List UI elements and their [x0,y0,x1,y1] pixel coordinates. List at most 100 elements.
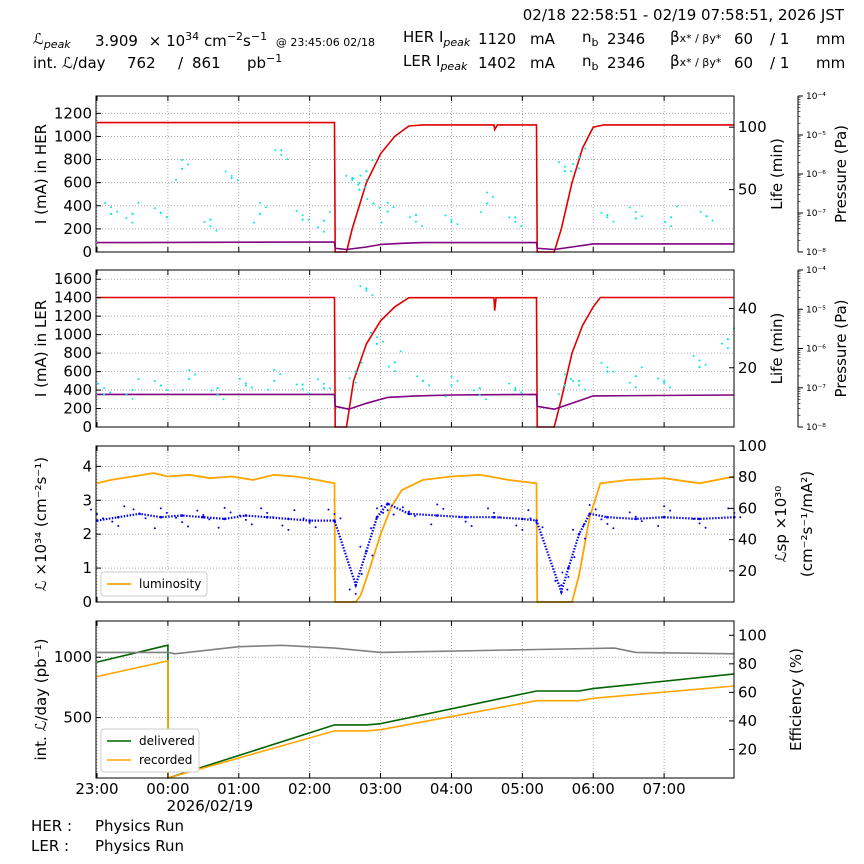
her-pressure-tick-label: 10⁻⁶ [806,170,826,180]
her-current-line [97,121,735,253]
ler-pressure-tick-label: 10⁻⁴ [806,266,826,276]
her-pressure-point [612,220,615,223]
lumi-specific-point [132,508,135,511]
ler-pressure-point [222,398,225,401]
lumi-y2label2: (cm⁻²s⁻¹/mA²) [798,471,816,577]
ler-y3label: Pressure (Pa) [832,299,850,397]
ler-pressure-point [606,366,609,369]
ler-pressure-point [704,363,707,366]
intl-xtick-label: 07:00 [643,780,686,798]
her-pressure-point [634,210,637,213]
lpeak-symbol: ℒ [33,30,44,48]
her-pressure-point [159,211,162,214]
ler-pressure-point [484,398,487,401]
lumi-specific-point [260,507,263,510]
intl-xdate-label: 2026/02/19 [167,797,253,815]
ler-pressure-point [569,377,572,380]
her-pressure-point [485,202,488,205]
ler-ytick-label: 600 [63,363,92,381]
lumi-specific-point [612,527,615,530]
her-pressure-point [295,209,298,212]
lumi-specific-point [657,525,660,528]
ler-pressure-point [295,383,298,386]
ler-pressure-point [244,382,247,385]
her-pressure-point [606,216,609,219]
her-pressure-point [116,210,119,213]
ler-pressure-point [316,378,319,381]
her-peak-unit: mA [530,30,555,48]
ler-pressure-point [720,342,723,345]
her-pressure-point [352,177,355,180]
her-ytick-label: 800 [63,151,92,169]
her-pressure-point [359,174,362,177]
her-beta-text2: y* [709,32,722,45]
lumi-ytick-label: 0 [82,593,92,611]
her-pressure-point [258,212,262,215]
her-pressure-point [253,221,256,224]
lumi-specific-point [348,588,351,591]
her-pressure-point [322,219,325,222]
her-pressure-point [520,225,523,228]
ler-pressure-point [663,382,666,385]
ler-pressure-point [606,370,609,373]
lpeak-number: 3.909 [95,32,138,50]
her-pressure-point [380,221,383,224]
her-pressure-point [280,149,283,152]
ler-pressure-point [125,393,128,396]
intl-units-exp: −1 [266,52,283,65]
ler-beta-x: 60 [734,54,754,72]
lumi-ytick-label: 3 [82,491,92,509]
lumi-ylabel: ℒ ×10³⁴ (cm⁻²s⁻¹) [32,457,50,591]
her-pressure-point [664,220,667,223]
lumi-specific-point [634,515,637,518]
intl-legend-delivered: delivered [139,734,195,748]
lumi-specific-point [117,525,120,528]
lumi-specific-point [159,507,162,510]
intl-y2label: Efficiency (%) [787,648,805,751]
her-pressure-point [450,220,453,224]
her-peak-sub: peak [443,36,471,49]
lpeak-label: ℒpeak [33,30,71,51]
lumi-specific-point [594,508,597,511]
her-life-line [96,241,735,251]
lumi-specific-point [486,507,489,510]
her-ytick-label: 400 [63,197,92,215]
lumi-specific-point [327,508,330,511]
lumi-specific-point [376,507,379,510]
ler-ylabel: I (mA) in LER [32,300,50,397]
lumi-specific-point [561,571,564,574]
lumi-legend-box [100,571,208,597]
ler-pressure-point [422,379,425,382]
intl-y2tick-label: 100 [738,626,767,644]
her-ytick-label: 1000 [54,127,92,145]
her-peak-label: HER Ipeak [403,28,470,49]
ler-pressure-point [348,377,351,380]
her-pressure-point [215,229,218,232]
her-beta-sep: / 1 [770,30,790,48]
lumi-specific-point [244,518,247,521]
her-pressure-point [137,201,140,204]
ler-pressure-point [375,342,379,345]
her-y2tick-label: 100 [738,118,767,136]
lumi-specific-point [386,509,389,512]
ler-y2tick-label: 40 [738,300,757,318]
lpeak-units: × 10 [148,32,186,50]
ler-pressure-point [216,387,219,390]
her-pressure-point [365,170,368,173]
her-pressure-point [351,179,354,182]
ler-pressure-point [450,375,453,378]
ler-pressure-tick-label: 10⁻⁷ [806,384,826,394]
her-pressure-point [358,188,361,191]
intl-ytick-label: 500 [63,709,92,727]
lumi-specific-point [515,524,518,527]
intl-units-base: pb [247,54,267,72]
her-pressure-point [491,195,494,198]
ler-pressure-point [188,377,191,381]
her-pressure-point [181,159,184,161]
her-pressure-point [301,218,304,221]
ler-pressure-point [360,361,363,364]
lumi-specific-point [521,528,524,531]
lumi-specific-point [584,537,587,540]
lumi-specific-point [470,525,473,528]
her-pressure-point [372,202,375,205]
